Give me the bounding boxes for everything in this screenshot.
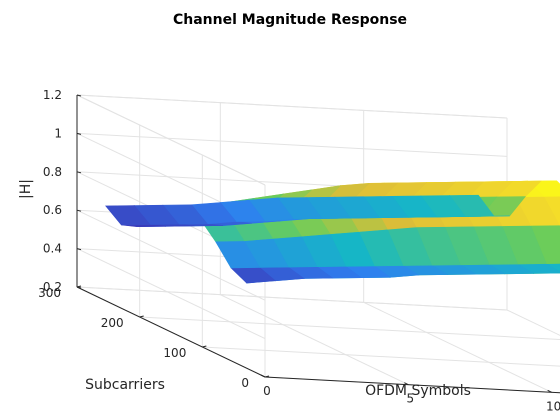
y-tick-label: 0 [241, 376, 249, 390]
y-tick-mark [264, 375, 270, 378]
y-axis-label: Subcarriers [85, 377, 165, 393]
box-edge [76, 94, 266, 186]
y-tick-mark [139, 315, 144, 318]
z-tick-mark [76, 94, 82, 97]
y-axis-line [76, 286, 266, 378]
axes [76, 94, 560, 394]
x-tick-label: 10 [546, 399, 560, 413]
floor-grid-line [220, 294, 409, 386]
floor-grid-line [139, 316, 560, 340]
x-tick-mark [404, 382, 409, 386]
z-tick-label: 0.6 [43, 203, 62, 217]
y-tick-label: 300 [38, 286, 61, 300]
z-tick-label: 0.4 [43, 242, 62, 256]
side-wall-grid-line [76, 248, 266, 340]
floor-grid-line [202, 346, 560, 367]
z-tick-label: 1 [54, 126, 62, 140]
x-axis-line [264, 376, 560, 394]
x-tick-mark [260, 374, 266, 378]
floor-grid-line [363, 301, 552, 393]
y-tick-label: 200 [101, 316, 124, 330]
x-tick-label: 0 [263, 384, 271, 398]
z-tick-mark [76, 209, 82, 212]
tick-labels: 05101501002003000.20.40.60.811.2 [38, 88, 560, 413]
chart-title: Channel Magnitude Response [173, 12, 407, 28]
x-tick-label: 5 [407, 392, 415, 406]
y-tick-mark [202, 345, 207, 348]
z-tick-mark [76, 132, 82, 135]
back-wall-grid-line [76, 132, 508, 157]
x-tick-mark [547, 389, 552, 393]
z-tick-mark [76, 248, 82, 251]
side-wall-grid-line [76, 209, 266, 301]
box-edge [76, 94, 508, 119]
back-wall-grid-line [76, 286, 508, 311]
surface-patch [105, 205, 151, 226]
floor-grid-line [506, 309, 560, 336]
z-tick-label: 1.2 [43, 88, 62, 102]
z-tick-label: 0.2 [43, 280, 62, 294]
x-axis-label: OFDM Symbols [365, 383, 471, 399]
z-tick-mark [76, 286, 82, 289]
z-axis-label: |H| [18, 179, 34, 199]
z-tick-label: 0.8 [43, 165, 62, 179]
surface-mesh [105, 180, 560, 284]
y-tick-label: 100 [163, 346, 186, 360]
z-tick-mark [76, 171, 82, 174]
